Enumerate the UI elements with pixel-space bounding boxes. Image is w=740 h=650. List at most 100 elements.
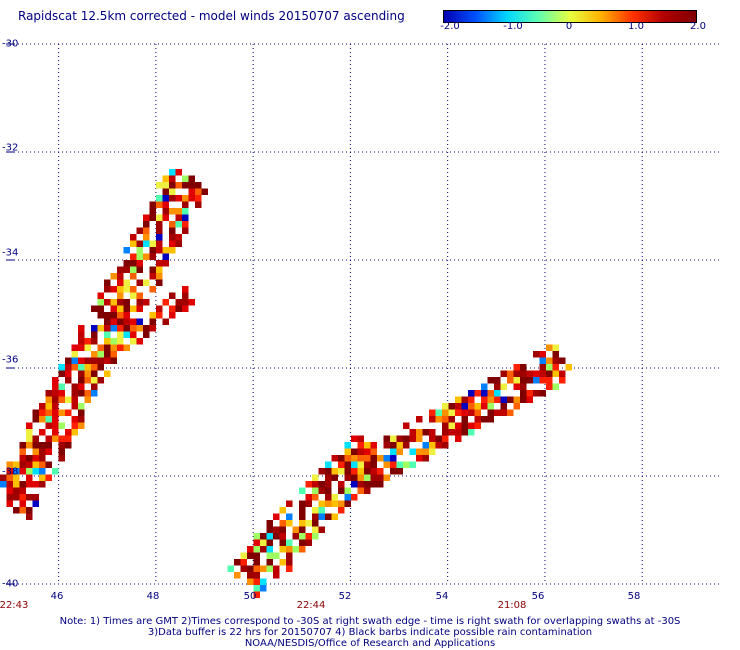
wind-cell <box>468 422 475 429</box>
wind-cell <box>175 221 182 228</box>
wind-cell <box>559 357 566 364</box>
wind-cell <box>318 513 325 520</box>
wind-cell <box>487 403 494 410</box>
wind-cell <box>45 416 52 423</box>
wind-cell <box>91 357 98 364</box>
wind-cell <box>156 312 163 319</box>
wind-cell <box>253 578 260 585</box>
wind-cell <box>169 182 176 189</box>
wind-cell <box>546 357 553 364</box>
wind-cell <box>45 435 52 442</box>
wind-cell <box>481 390 488 397</box>
wind-cell <box>58 422 65 429</box>
wind-cell <box>136 253 143 260</box>
wind-cell <box>240 565 247 572</box>
wind-cell <box>182 286 189 293</box>
wind-cell <box>344 494 351 501</box>
wind-cell <box>461 416 468 423</box>
wind-cell <box>91 370 98 377</box>
wind-cell <box>78 383 85 390</box>
wind-cell <box>104 331 111 338</box>
wind-cell <box>65 435 72 442</box>
wind-cell <box>273 572 280 579</box>
wind-cell <box>305 500 312 507</box>
wind-cell <box>117 318 124 325</box>
wind-cell <box>325 494 332 501</box>
wind-cell <box>117 344 124 351</box>
wind-cell <box>71 364 78 371</box>
wind-cell <box>474 390 481 397</box>
wind-cell <box>455 435 462 442</box>
wind-cell <box>370 468 377 475</box>
wind-cell <box>240 559 247 566</box>
wind-cell <box>143 279 150 286</box>
wind-cell <box>494 396 501 403</box>
wind-cell <box>32 416 39 423</box>
wind-cell <box>299 539 306 546</box>
wind-cell <box>279 533 286 540</box>
wind-cell <box>429 429 436 436</box>
wind-cell <box>461 396 468 403</box>
wind-cell <box>6 474 13 481</box>
time-label: 22:44 <box>296 600 326 611</box>
wind-cell <box>39 481 46 488</box>
wind-cell <box>468 409 475 416</box>
wind-cell <box>260 565 267 572</box>
wind-cell <box>78 377 85 384</box>
wind-cell <box>253 585 260 592</box>
wind-cell <box>156 214 163 221</box>
wind-cell <box>104 299 111 306</box>
lat-tick-label: -40 <box>2 578 19 590</box>
wind-cell <box>247 552 254 559</box>
wind-cell <box>247 565 254 572</box>
wind-cell <box>130 266 137 273</box>
wind-cell <box>123 305 130 312</box>
wind-cell <box>117 325 124 332</box>
wind-cell <box>481 396 488 403</box>
wind-cell <box>546 383 553 390</box>
wind-cell <box>422 429 429 436</box>
wind-cell <box>110 357 117 364</box>
wind-cell <box>32 435 39 442</box>
wind-cell <box>286 513 293 520</box>
wind-cell <box>162 195 169 202</box>
wind-cell <box>65 396 72 403</box>
wind-cell <box>123 286 130 293</box>
wind-cell <box>552 351 559 358</box>
wind-cell <box>266 546 273 553</box>
wind-cell <box>13 481 20 488</box>
wind-cell <box>370 461 377 468</box>
wind-cell <box>58 370 65 377</box>
wind-cell <box>286 539 293 546</box>
wind-cell <box>6 461 13 468</box>
wind-cell <box>299 533 306 540</box>
lon-tick-label: 52 <box>338 591 352 602</box>
wind-cell <box>526 370 533 377</box>
wind-cell <box>117 279 124 286</box>
wind-cell <box>78 422 85 429</box>
wind-cell <box>364 448 371 455</box>
wind-cell <box>318 487 325 494</box>
wind-cell <box>78 357 85 364</box>
wind-cell <box>156 227 163 234</box>
wind-cell <box>520 364 527 371</box>
wind-cell <box>435 416 442 423</box>
wind-cell <box>500 396 507 403</box>
wind-cell <box>351 455 358 462</box>
wind-cell <box>266 533 273 540</box>
wind-cell <box>175 305 182 312</box>
wind-cell <box>52 435 59 442</box>
wind-cell <box>442 429 449 436</box>
wind-cell <box>26 468 33 475</box>
wind-cell <box>19 461 26 468</box>
wind-cell <box>78 390 85 397</box>
wind-cell <box>279 507 286 514</box>
wind-cell <box>520 370 527 377</box>
wind-cell <box>78 338 85 345</box>
wind-cell <box>39 468 46 475</box>
wind-cell <box>149 325 156 332</box>
wind-cell <box>110 273 117 280</box>
wind-cell <box>71 429 78 436</box>
wind-cell <box>318 468 325 475</box>
wind-cell <box>110 312 117 319</box>
